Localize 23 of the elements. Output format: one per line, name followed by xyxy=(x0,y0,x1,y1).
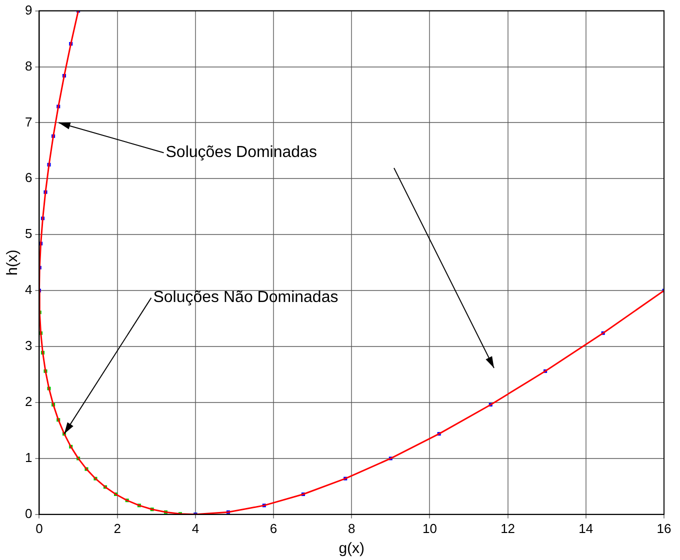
y-tick-label: 7 xyxy=(24,114,32,130)
y-tick-label: 3 xyxy=(24,338,32,354)
y-tick-label: 1 xyxy=(24,450,32,466)
x-tick-label: 10 xyxy=(422,520,437,536)
y-tick-label: 2 xyxy=(24,394,32,410)
x-tick-label: 12 xyxy=(500,520,516,536)
y-tick-label: 5 xyxy=(24,226,32,242)
x-tick-label: 4 xyxy=(192,520,200,536)
x-tick-label: 6 xyxy=(270,520,278,536)
x-tick-label: 2 xyxy=(114,520,121,536)
x-tick-label: 14 xyxy=(578,520,594,536)
y-tick-label: 0 xyxy=(24,506,32,521)
y-tick-label: 9 xyxy=(24,2,32,18)
x-axis-title: g(x) xyxy=(338,540,365,558)
annotation: Soluções Não Dominadas xyxy=(153,289,338,306)
x-tick-label: 0 xyxy=(36,520,43,536)
x-tick-label: 16 xyxy=(656,520,672,536)
y-axis-title: h(x) xyxy=(4,250,22,276)
x-tick-label: 8 xyxy=(348,520,356,536)
annotation: Soluções Dominadas xyxy=(166,144,317,162)
y-tick-label: 8 xyxy=(24,58,32,74)
y-tick-label: 4 xyxy=(24,282,32,298)
y-tick-label: 6 xyxy=(24,170,32,186)
